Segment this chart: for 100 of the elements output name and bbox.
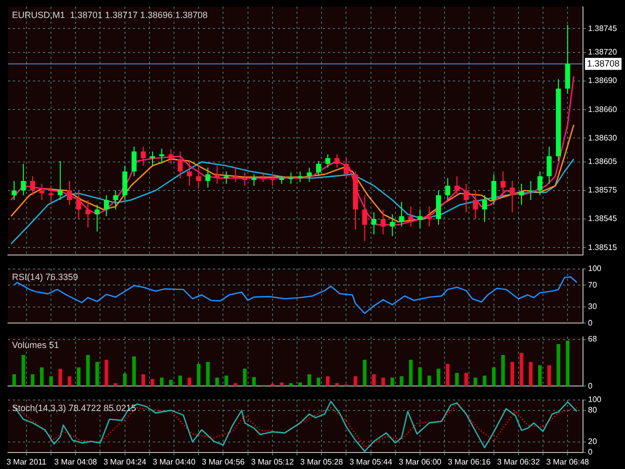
x-tick-label: 3 Mar 05:28	[300, 457, 344, 466]
y-tick-label: 20	[588, 437, 598, 446]
bar	[400, 376, 404, 386]
bar	[12, 374, 16, 386]
candlestick	[306, 167, 312, 182]
candlestick	[12, 180, 17, 200]
candlestick	[67, 180, 72, 206]
y-tick-label: 1.38660	[588, 104, 618, 114]
bar	[362, 360, 367, 386]
candlestick	[436, 190, 441, 226]
candlestick	[418, 209, 423, 230]
candlestick	[58, 160, 63, 200]
bar	[482, 376, 486, 386]
bar	[520, 352, 524, 386]
bar	[76, 367, 81, 386]
bar	[538, 365, 542, 386]
candlestick	[113, 190, 118, 210]
bar	[372, 374, 376, 386]
candlestick	[537, 170, 542, 196]
bar	[242, 368, 247, 386]
candlestick	[104, 194, 109, 217]
bar	[354, 376, 358, 386]
candlestick	[270, 174, 275, 186]
y-tick-label: 1.38605	[588, 157, 618, 166]
bar	[123, 374, 127, 386]
bar	[436, 368, 440, 386]
candlestick	[528, 180, 534, 200]
candlestick	[454, 176, 460, 196]
bar	[566, 340, 570, 386]
candlestick	[288, 172, 294, 184]
candlestick	[399, 201, 404, 228]
y-tick-label: 1.38690	[588, 76, 618, 86]
candlestick	[334, 154, 340, 168]
bar	[224, 376, 228, 386]
candlestick	[491, 174, 496, 206]
bar	[160, 378, 164, 386]
candlestick	[362, 194, 368, 242]
chart-title: RSI(14) 76.3359	[12, 272, 78, 282]
bar	[252, 376, 256, 386]
candlestick	[472, 190, 478, 220]
candlestick	[445, 178, 450, 200]
bar	[58, 368, 62, 386]
candlestick	[482, 194, 488, 222]
candlestick	[85, 200, 90, 228]
candlestick	[30, 176, 36, 196]
bar	[150, 379, 154, 386]
bar	[206, 362, 210, 386]
bar	[501, 354, 505, 386]
bar	[492, 367, 496, 386]
bar	[418, 367, 422, 386]
y-tick-label: 70	[588, 280, 598, 290]
bar	[104, 360, 108, 386]
candlestick	[150, 150, 156, 166]
x-tick-label: 3 Mar 06:16	[448, 457, 492, 466]
bar	[280, 382, 284, 386]
bar	[547, 365, 552, 386]
candlestick	[224, 170, 229, 184]
bar	[234, 383, 238, 386]
ref-line-label: 1.38708	[587, 58, 620, 68]
y-tick-label: 30	[588, 302, 598, 312]
y-tick-label: 100	[588, 395, 602, 404]
candlestick	[426, 206, 432, 228]
bar	[316, 378, 320, 386]
bar	[289, 383, 293, 386]
y-tick-label: 68	[588, 334, 598, 344]
bar	[40, 367, 44, 386]
candlestick	[242, 172, 248, 186]
candlestick	[500, 170, 506, 196]
y-tick-label: 80	[588, 406, 598, 415]
chart-title: Volumes 51	[12, 340, 60, 350]
bar	[30, 374, 34, 386]
y-tick-label: 1.38545	[588, 214, 618, 224]
candlestick	[464, 183, 469, 213]
bar	[335, 383, 339, 386]
candlestick	[168, 149, 174, 164]
candlestick	[20, 163, 26, 196]
bar	[169, 380, 173, 386]
candlestick	[408, 206, 414, 228]
y-tick-label: 0	[588, 318, 593, 328]
candlestick	[140, 146, 146, 166]
bar	[95, 362, 99, 386]
candlestick	[214, 165, 220, 184]
x-tick-label: 3 Mar 06:48	[546, 457, 590, 466]
bar	[408, 360, 413, 386]
y-tick-label: 1.38630	[588, 133, 618, 142]
candlestick	[94, 204, 100, 232]
candlestick	[76, 190, 82, 220]
bar	[188, 378, 192, 386]
bar	[510, 362, 514, 386]
candlestick	[178, 150, 183, 179]
bar	[308, 374, 312, 386]
bar	[132, 356, 136, 386]
candlestick	[251, 174, 256, 186]
bar	[556, 344, 560, 386]
candlestick	[325, 154, 330, 168]
y-tick-label: 1.38515	[588, 242, 618, 252]
candlestick	[132, 146, 137, 177]
candlestick	[519, 183, 524, 206]
bar	[68, 376, 72, 386]
y-tick-label: 1.38575	[588, 186, 618, 195]
